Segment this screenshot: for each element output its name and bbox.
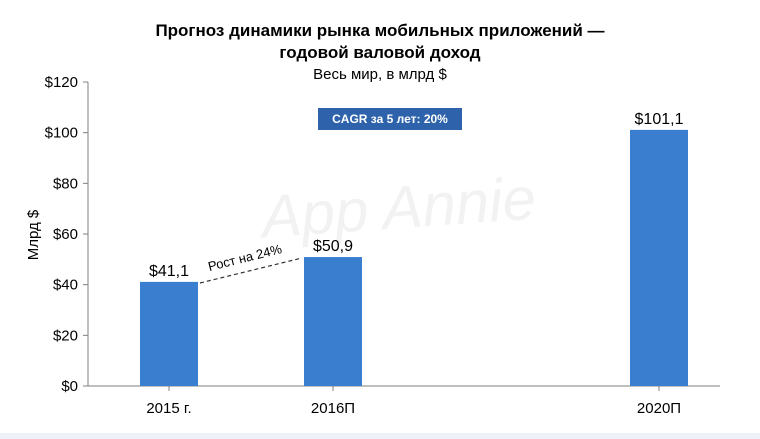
cagr-badge-text: CAGR за 5 лет: 20% [332,112,448,126]
watermark: App Annie [256,165,538,251]
bar [630,129,688,386]
bar-value-label: $101,1 [635,111,684,128]
bar [140,281,198,386]
y-tick-label: $60 [53,226,78,243]
chart-subtitle: Весь мир, в млрд $ [313,66,447,83]
y-tick-label: $0 [61,378,78,395]
y-axis-label: Млрд $ [25,209,42,260]
chart-title-line-1: Прогноз динамики рынка мобильных приложе… [155,21,605,40]
bottom-strip [0,433,760,439]
bar [304,257,362,386]
bar-value-label: $41,1 [149,263,189,280]
cagr-badge [318,108,462,130]
chart-title: Прогноз динамики рынка мобильных приложе… [0,20,760,64]
x-tick-label: 2015 г. [146,400,191,417]
y-tick-label: $40 [53,277,78,294]
x-tick-label: 2016П [311,400,355,417]
y-tick-label: $100 [45,125,78,142]
bar-value-label: $50,9 [313,238,353,255]
y-tick-label: $80 [53,175,78,192]
growth-label: Рост на 24% [206,241,283,274]
y-tick-label: $20 [53,327,78,344]
growth-dashed-line [199,257,303,284]
chart-title-line-2: годовой валовой доход [279,43,481,62]
x-tick-label: 2020П [637,400,681,417]
y-tick-label: $120 [45,74,78,91]
